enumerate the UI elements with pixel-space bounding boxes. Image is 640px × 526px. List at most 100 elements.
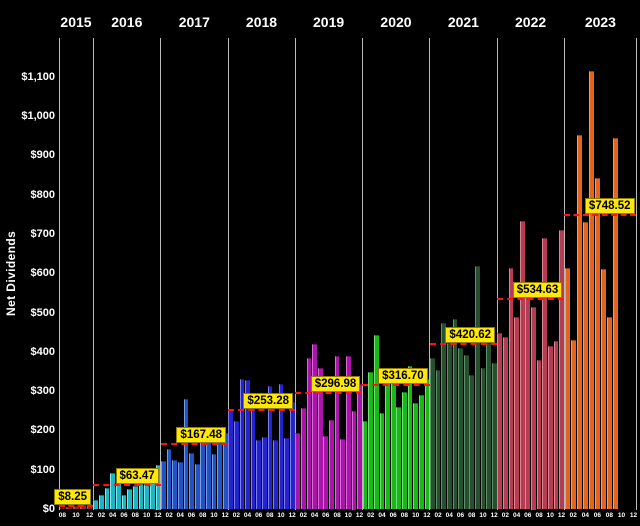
- average-label: $63.47: [115, 467, 159, 484]
- year-divider: [160, 38, 162, 510]
- bar: [469, 374, 475, 510]
- bar: [66, 507, 73, 510]
- x-tick-label: 06: [322, 511, 330, 519]
- x-tick-label: 08: [535, 511, 543, 519]
- y-tick-label: $1,000: [21, 110, 55, 122]
- bar: [183, 398, 189, 510]
- bar: [79, 505, 86, 510]
- x-tick-label: 10: [142, 511, 151, 519]
- x-tick-label: 02: [232, 511, 240, 519]
- bar: [144, 484, 149, 510]
- year-divider: [563, 38, 565, 510]
- x-tick-label: 10: [344, 511, 352, 519]
- bar: [93, 500, 99, 510]
- x-tick-label: 08: [333, 511, 341, 519]
- bar: [547, 346, 553, 510]
- x-tick-label: 02: [299, 511, 307, 519]
- average-label: $167.48: [176, 426, 226, 443]
- bar: [177, 461, 183, 510]
- bar: [570, 339, 576, 510]
- bar: [525, 295, 531, 510]
- x-tick-label: 08: [400, 511, 408, 519]
- bar: [189, 453, 194, 510]
- bar: [59, 508, 66, 510]
- average-line: [93, 483, 161, 486]
- bar: [211, 454, 217, 510]
- bar: [486, 343, 491, 510]
- bar: [234, 421, 239, 510]
- year-divider: [636, 38, 637, 510]
- bar: [407, 366, 413, 510]
- x-tick-label: 10: [412, 511, 420, 519]
- bar: [278, 384, 284, 510]
- bar: [250, 401, 256, 510]
- bar: [161, 460, 166, 510]
- bar: [368, 371, 374, 510]
- bar: [116, 472, 121, 510]
- x-tick-label: 02: [569, 511, 577, 519]
- x-tick-label: 06: [524, 511, 532, 519]
- bar: [435, 369, 441, 510]
- bar: [446, 343, 452, 510]
- bar: [379, 413, 385, 510]
- year-label: 2020: [380, 14, 412, 30]
- x-tick-label: 08: [468, 511, 476, 519]
- average-line: [564, 214, 637, 217]
- y-tick-label: $900: [30, 149, 55, 162]
- bar: [306, 358, 312, 510]
- bar: [475, 265, 480, 510]
- bar: [519, 220, 525, 510]
- bar: [149, 482, 155, 510]
- bar: [155, 465, 161, 510]
- y-tick-label: $300: [30, 385, 55, 398]
- bar: [576, 134, 582, 510]
- x-tick-label: 06: [187, 511, 196, 519]
- x-tick-label: 04: [378, 511, 386, 519]
- bar: [373, 334, 379, 510]
- year-label: 2019: [313, 14, 345, 30]
- year-divider: [92, 38, 94, 510]
- bar: [121, 495, 127, 510]
- y-tick-label: $700: [30, 227, 55, 240]
- x-tick-label: 02: [97, 511, 106, 519]
- x-tick-label: 04: [310, 511, 319, 519]
- bar: [497, 332, 503, 510]
- x-tick-label: 08: [58, 511, 66, 519]
- bar: [329, 419, 334, 510]
- bar: [413, 403, 419, 510]
- bar: [222, 432, 228, 510]
- bar: [228, 410, 234, 510]
- bar: [390, 368, 396, 510]
- bar: [564, 267, 570, 510]
- x-tick-label: 06: [456, 511, 465, 519]
- bar: [334, 356, 340, 510]
- average-label: $253.28: [243, 393, 293, 409]
- bar: [301, 408, 306, 510]
- average-label: $420.62: [445, 327, 495, 344]
- x-tick-label: 04: [581, 511, 589, 519]
- bar: [245, 380, 250, 510]
- average-line: [362, 384, 430, 386]
- bar: [351, 411, 357, 510]
- bar: [261, 436, 267, 510]
- x-tick-label: 06: [120, 511, 128, 519]
- bar: [239, 378, 245, 510]
- year-label: 2022: [515, 14, 547, 30]
- x-tick-label: 08: [131, 511, 139, 519]
- bar: [323, 435, 329, 510]
- y-tick-label: $400: [30, 345, 55, 358]
- bar: [138, 484, 144, 510]
- year-label: 2015: [60, 14, 92, 30]
- x-tick-label: 12: [423, 511, 431, 519]
- bar: [345, 356, 351, 510]
- bar: [514, 316, 519, 510]
- bar: [132, 485, 138, 510]
- year-divider: [58, 38, 60, 510]
- bar: [418, 394, 424, 510]
- bar: [127, 489, 133, 510]
- bar: [194, 463, 200, 510]
- bar: [553, 340, 559, 510]
- y-tick-label: $200: [30, 424, 55, 437]
